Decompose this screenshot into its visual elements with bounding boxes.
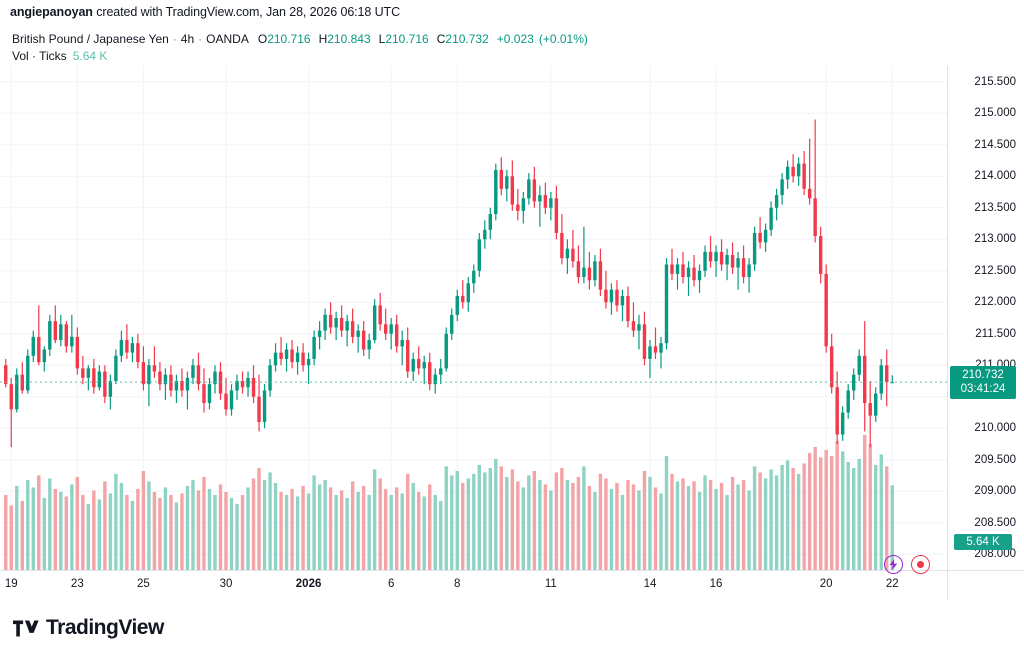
legend-open-label: O [257,32,268,46]
legend-open-value: 210.716 [267,32,311,46]
legend-exchange: OANDA [206,32,249,46]
legend-close: C210.732 [437,31,489,47]
legend-volume-label: Vol · Ticks [12,49,67,63]
price-tick: 208.500 [974,516,1016,529]
tradingview-wordmark: TradingView [46,616,164,639]
legend-close-value: 210.732 [445,32,489,46]
attribution-user: angiepanoyan [10,5,93,19]
time-tick: 2026 [295,578,322,590]
price-scale[interactable]: 215.500 215.000 214.500 214.000 213.500 213.0… [947,66,1024,570]
price-tick: 213.500 [974,201,1016,214]
legend-close-label: C [436,32,446,46]
record-dot-icon[interactable] [911,555,930,574]
tradingview-logo-icon [13,620,39,636]
time-tick: 23 [70,578,84,590]
time-tick: 25 [137,578,150,590]
legend-volume-row[interactable]: Vol · Ticks 5.64 K [12,48,588,64]
legend-open: O210.716 [258,31,311,47]
price-tick: 209.500 [974,453,1016,466]
legend-separator-2: · [198,32,203,46]
record-dot-inner [917,561,924,568]
time-tick: 22 [885,578,899,590]
lightning-bolt-icon[interactable] [884,555,903,574]
time-tick: 19 [4,578,18,590]
legend-separator-1: · [172,32,177,46]
price-tick: 212.500 [974,264,1016,277]
legend-low-label: L [378,32,386,46]
price-tick: 215.000 [974,107,1016,120]
price-tick: 214.500 [974,138,1016,151]
time-tick: 6 [387,578,395,590]
price-tick: 213.000 [974,233,1016,246]
legend-ohlc-group: O210.716 H210.843 L210.716 C210.732 +0.0… [258,31,588,47]
price-tick: 208.000 [974,548,1016,561]
legend-high-value: 210.843 [327,32,371,46]
legend-volume-value: 5.64 K [72,49,108,63]
legend-change-percent: (+0.01%) [538,32,588,46]
footer-branding: TradingView [13,616,164,640]
legend-symbol-row[interactable]: British Pound / Japanese Yen · 4h · OAND… [12,31,588,47]
price-tick: 211.500 [975,327,1016,340]
time-tick: 8 [454,578,461,590]
volume-value-badge[interactable]: 5.64 K [954,534,1012,550]
candlestick-svg [0,66,947,570]
time-tick: 30 [219,578,233,590]
attribution-text: angiepanoyan created with TradingView.co… [10,5,400,19]
time-tick: 16 [709,578,723,590]
legend-symbol-name[interactable]: British Pound / Japanese Yen [12,32,169,46]
legend-interval[interactable]: 4h [180,32,195,46]
legend-low: L210.716 [379,31,429,47]
legend-low-value: 210.716 [385,32,429,46]
current-price-badge[interactable]: 210.732 03:41:24 [950,366,1016,400]
legend-high-label: H [318,32,328,46]
price-tick: 215.500 [974,75,1016,88]
time-tick: 20 [819,578,833,590]
chart-legend: British Pound / Japanese Yen · 4h · OAND… [12,31,588,64]
current-price-value: 210.732 [962,369,1004,382]
time-tick: 14 [643,578,657,590]
time-scale-corner [947,570,1024,599]
chart-plot-area[interactable] [0,66,947,570]
attribution-detail: created with TradingView.com, Jan 28, 20… [92,5,401,19]
time-scale[interactable]: 1923253020266811141620222528 [0,570,987,599]
time-tick: 11 [544,578,557,590]
price-tick: 212.000 [974,296,1016,309]
price-tick: 209.000 [974,485,1016,498]
price-tick: 210.000 [974,422,1016,435]
bar-countdown: 03:41:24 [960,383,1006,396]
legend-high: H210.843 [319,31,371,47]
price-tick: 214.000 [974,170,1016,183]
legend-change: +0.023 [496,32,534,46]
